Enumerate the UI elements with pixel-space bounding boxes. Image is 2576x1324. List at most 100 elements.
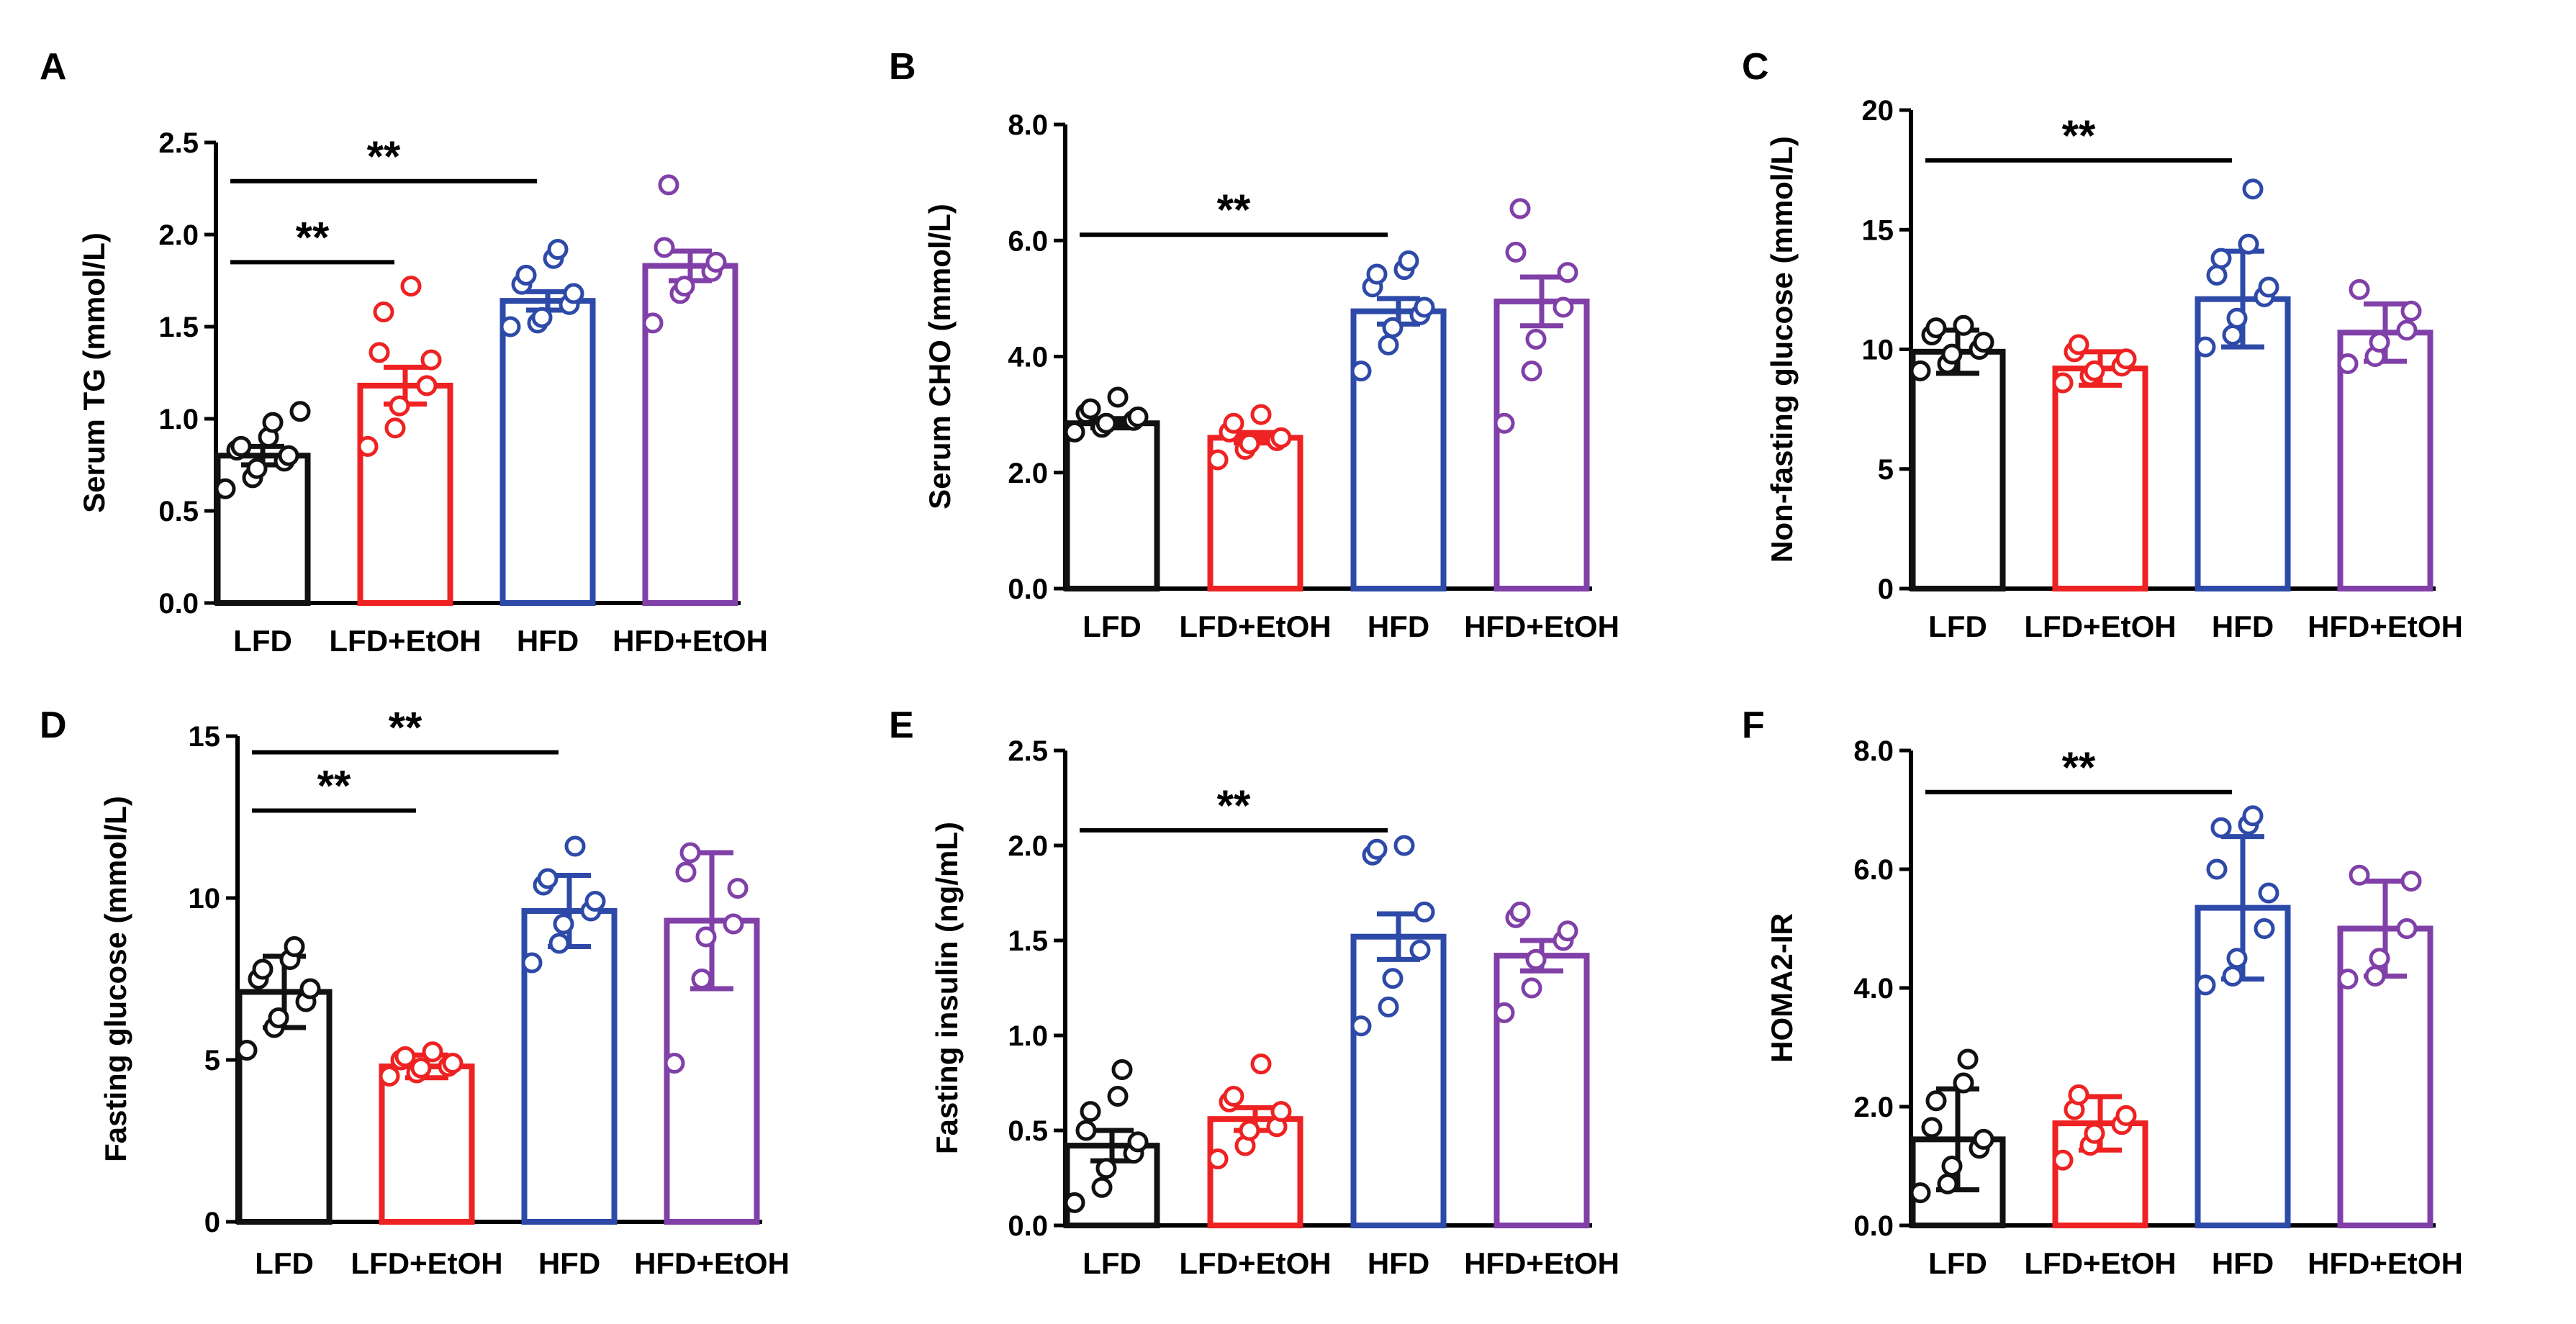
data-point	[664, 1053, 685, 1074]
data-point	[1250, 1053, 1272, 1075]
data-point	[2115, 348, 2137, 370]
category-label: LFD	[1928, 609, 1987, 643]
y-tick-label: 5	[204, 1045, 220, 1076]
y-tick-label: 0	[204, 1207, 220, 1238]
data-point	[674, 276, 695, 297]
data-point	[422, 1041, 443, 1063]
y-tick-label: 6.0	[1853, 854, 1894, 886]
data-point	[1505, 241, 1527, 263]
data-point	[1350, 361, 1372, 382]
data-point	[531, 307, 553, 328]
data-point	[379, 1066, 400, 1087]
category-label: HFD	[517, 624, 579, 658]
y-tick-label: 15	[1862, 214, 1894, 246]
y-axis-title: Serum TG (mmol/L)	[77, 232, 111, 513]
category-label: HFD+EtOH	[634, 1246, 790, 1280]
data-point	[1525, 948, 1547, 970]
category-label: HFD	[1368, 609, 1429, 643]
data-point	[691, 969, 713, 989]
bar-lfd-etoh	[2052, 366, 2148, 591]
panel-label: B	[889, 46, 916, 88]
data-point	[1107, 386, 1129, 408]
data-point	[1953, 1072, 1974, 1094]
data-point	[2052, 1149, 2074, 1171]
panel-b: B 0.0 2.0 4.0 6.0 8.0 Serum CHO (mmol/L) LFD LFD…	[889, 46, 1619, 643]
significance-label: **	[1217, 186, 1251, 234]
data-point	[1207, 1148, 1229, 1170]
data-point	[357, 435, 379, 457]
y-tick-label: 2.0	[1008, 458, 1048, 489]
data-point	[2364, 966, 2386, 987]
bar-lfd-etoh	[379, 1064, 475, 1225]
y-tick-label: 0.5	[158, 496, 199, 527]
data-point	[1366, 838, 1388, 860]
data-point	[537, 868, 559, 889]
data-point	[214, 478, 236, 499]
data-point	[2206, 858, 2228, 880]
y-tick-label: 8.0	[1853, 735, 1894, 767]
data-point	[1414, 901, 1435, 922]
data-point	[1239, 432, 1260, 454]
data-point	[564, 835, 586, 857]
category-label: LFD	[233, 624, 292, 658]
significance-label: **	[2062, 743, 2096, 792]
data-point	[705, 251, 727, 273]
significance-label: **	[1217, 781, 1251, 830]
bar-hfd	[500, 298, 596, 606]
data-point	[1493, 1002, 1515, 1023]
data-point	[1921, 1117, 1943, 1138]
data-point	[384, 417, 406, 439]
data-point	[553, 913, 574, 935]
data-point	[2242, 805, 2264, 827]
panel-f: F 0.0 2.0 4.0 6.0 8.0 HOMA2-IR LFD LFD+EtOH HFD HF…	[1742, 704, 2463, 1280]
data-point	[2052, 372, 2074, 394]
data-point	[2068, 1084, 2089, 1105]
data-point	[278, 445, 299, 466]
data-point	[2337, 353, 2359, 374]
data-point	[500, 316, 521, 337]
data-point	[262, 412, 284, 433]
data-point	[416, 375, 438, 396]
panel-label: E	[889, 704, 914, 746]
y-tick-label: 1.5	[158, 312, 199, 343]
bar-lfd-etoh	[357, 382, 453, 606]
category-label: HFD	[1368, 1246, 1429, 1280]
data-point	[1557, 262, 1578, 284]
data-point	[1239, 1120, 1260, 1141]
data-point	[1080, 1101, 1101, 1123]
panel-e: E 0.0 0.5 1.0 1.5 2.0 2.5 Fasting insulin (ng/m…	[889, 704, 1619, 1280]
data-point	[1127, 1131, 1149, 1153]
data-point	[299, 978, 321, 999]
data-point	[1409, 939, 1431, 961]
data-point	[2258, 882, 2279, 904]
significance-label: **	[367, 132, 401, 181]
data-point	[2396, 319, 2418, 341]
data-point	[1080, 398, 1101, 420]
data-point	[642, 312, 664, 334]
data-point	[1973, 332, 1994, 353]
data-point	[1075, 1120, 1097, 1141]
y-tick-label: 1.0	[158, 404, 199, 435]
significance-label: **	[2062, 112, 2096, 160]
data-point	[2396, 918, 2418, 939]
data-point	[268, 1007, 289, 1028]
data-point	[1270, 1101, 1292, 1123]
data-point	[2349, 864, 2370, 886]
panel-label: C	[1742, 46, 1769, 88]
category-label: HFD+EtOH	[613, 624, 768, 658]
data-point	[679, 842, 701, 863]
y-tick-label: 2.0	[1853, 1092, 1894, 1123]
data-point	[584, 891, 606, 912]
data-point	[2206, 264, 2228, 286]
y-tick-label: 15	[189, 721, 221, 753]
y-tick-label: 8.0	[1008, 109, 1048, 141]
y-axis-title: Non-fasting glucose (mmol/L)	[1765, 136, 1799, 563]
data-point	[1937, 1173, 1958, 1194]
data-point	[1398, 250, 1419, 271]
data-point	[2349, 278, 2370, 300]
data-point	[1378, 996, 1399, 1017]
significance-label: **	[389, 704, 422, 752]
data-point	[2222, 966, 2243, 987]
y-tick-label: 2.0	[1008, 830, 1048, 862]
data-point	[1493, 412, 1515, 434]
